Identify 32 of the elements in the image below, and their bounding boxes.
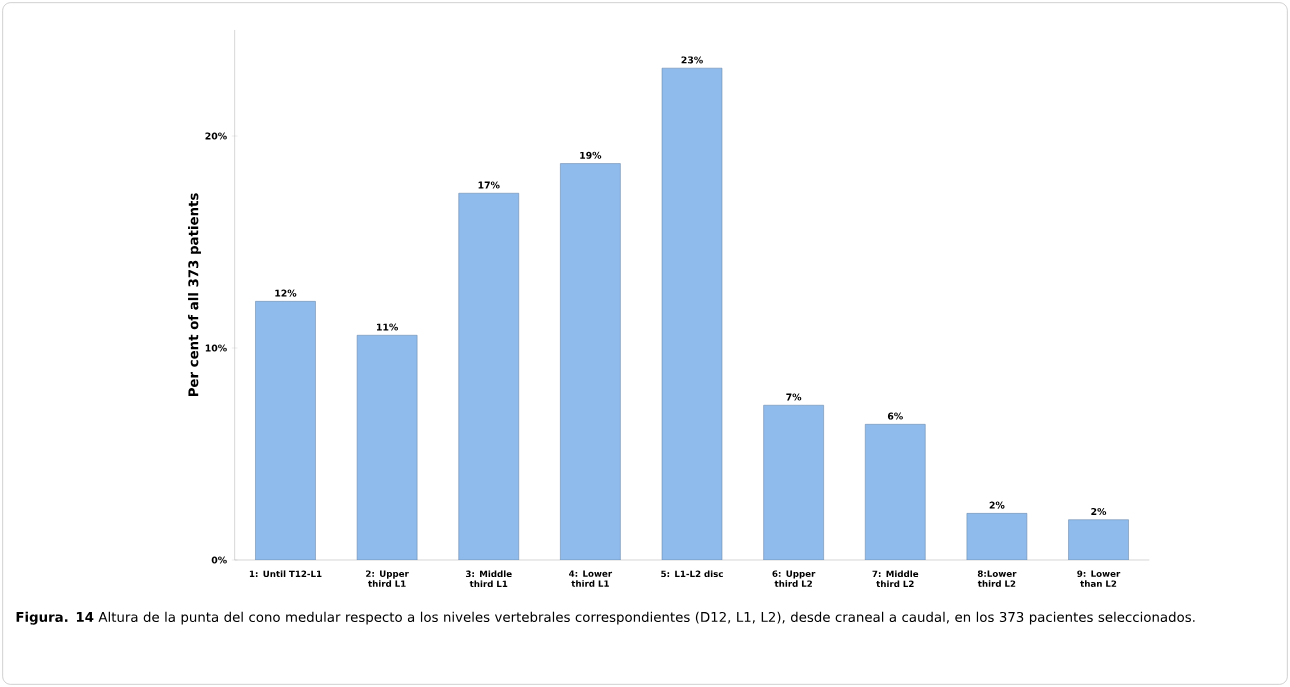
- bar: [763, 404, 824, 560]
- x-tick-label: 8:Lower third L2: [977, 570, 1017, 587]
- x-tick-label: 9: Lower than L2: [1077, 570, 1121, 587]
- bar: [661, 67, 723, 560]
- data-label: 11%: [376, 323, 398, 331]
- x-tick-label: 5: L1-L2 disc: [661, 570, 723, 578]
- y-tick-label: 10%: [205, 344, 227, 352]
- bar: [458, 192, 520, 560]
- bar: [966, 513, 1028, 560]
- text: Figura. 14 Altura de la punta del cono medular respecto a los niveles vertebrales correspondientes (D12, L1, L2), desde craneal a caudal, en los 373 pacientes seleccionados.: [16, 611, 1195, 625]
- y-tick-label: 20%: [205, 132, 227, 140]
- x-tick-label: 1: Until T12-L1: [249, 570, 322, 578]
- data-label: 19%: [580, 151, 602, 159]
- x-tick-label: 3: Middle third L1: [465, 570, 512, 588]
- data-label: 17%: [478, 181, 500, 189]
- bar: [560, 163, 621, 560]
- data-label: 7%: [786, 393, 802, 401]
- x-tick-label: 4: Lower third L1: [569, 570, 613, 587]
- data-label: 23%: [681, 56, 703, 64]
- bar: [1068, 519, 1129, 560]
- x-tick-label: 6: Upper third L2: [772, 570, 816, 587]
- bar: [864, 424, 926, 560]
- y-axis-title: Per cent of all 373 patients: [188, 193, 201, 397]
- data-label: 2%: [1091, 507, 1107, 515]
- bar: [255, 301, 316, 560]
- y-tick-label: 0%: [211, 556, 227, 564]
- data-label: 12%: [275, 289, 297, 297]
- x-tick-label: 2: Upper third L1: [366, 570, 409, 587]
- data-label: 6%: [887, 412, 903, 420]
- data-label: 2%: [989, 501, 1005, 509]
- x-tick-label: 7: Middle third L2: [872, 570, 919, 588]
- bar: [356, 335, 418, 560]
